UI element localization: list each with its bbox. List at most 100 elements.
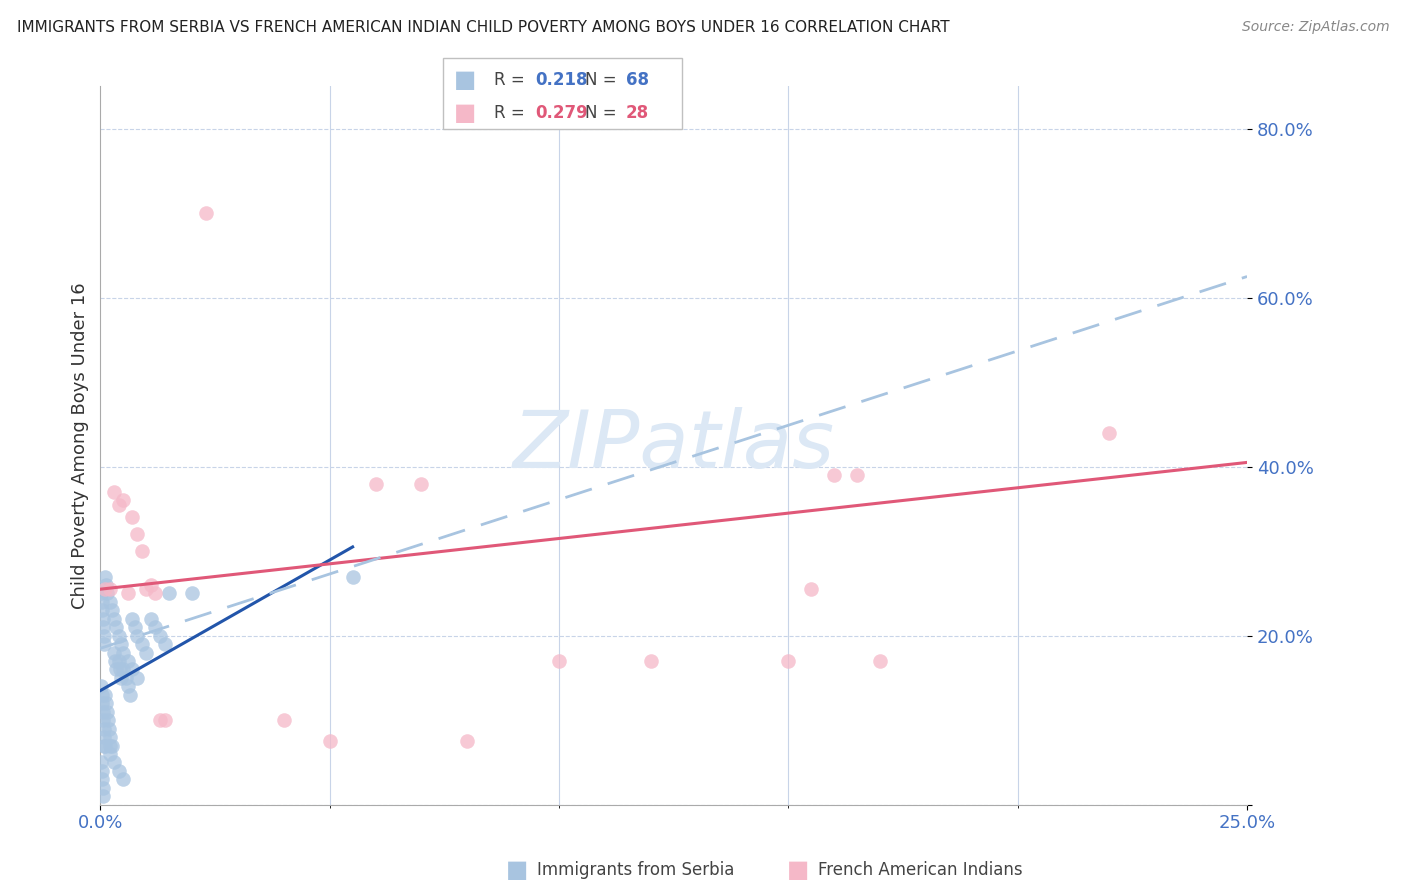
Point	[110, 637, 132, 651]
Point	[93, 730, 115, 744]
Point	[108, 663, 131, 677]
Point	[91, 780, 114, 795]
Point	[93, 722, 115, 736]
Point	[98, 730, 121, 744]
Point	[157, 586, 180, 600]
Point	[145, 620, 167, 634]
Point	[103, 756, 125, 770]
Point	[139, 578, 162, 592]
Point	[103, 612, 125, 626]
Point	[96, 705, 118, 719]
Point	[181, 586, 204, 600]
Point	[94, 688, 117, 702]
Point	[153, 713, 176, 727]
Text: 0.218: 0.218	[536, 71, 588, 89]
Point	[105, 620, 128, 634]
Text: R =: R =	[494, 104, 530, 122]
Point	[778, 654, 800, 668]
Point	[94, 739, 117, 753]
Y-axis label: Child Poverty Among Boys Under 16: Child Poverty Among Boys Under 16	[72, 282, 89, 609]
Point	[145, 586, 167, 600]
Point	[273, 713, 295, 727]
Point	[91, 713, 114, 727]
Point	[94, 696, 117, 710]
Point	[153, 637, 176, 651]
Text: N =: N =	[585, 104, 621, 122]
Point	[342, 569, 364, 583]
Text: Immigrants from Serbia: Immigrants from Serbia	[537, 861, 734, 879]
Point	[101, 739, 124, 753]
Point	[103, 646, 125, 660]
Point	[124, 620, 146, 634]
Point	[104, 654, 127, 668]
Text: ■: ■	[454, 69, 477, 92]
Point	[94, 578, 117, 592]
Point	[93, 739, 115, 753]
Point	[149, 713, 172, 727]
Text: French American Indians: French American Indians	[818, 861, 1024, 879]
Point	[103, 485, 125, 500]
Point	[121, 612, 143, 626]
Point	[93, 637, 115, 651]
Point	[117, 654, 139, 668]
Point	[91, 696, 114, 710]
Point	[90, 688, 112, 702]
Point	[131, 544, 153, 558]
Point	[112, 663, 135, 677]
Point	[100, 739, 122, 753]
Point	[121, 663, 143, 677]
Point	[96, 586, 118, 600]
Point	[112, 772, 135, 787]
Text: ZIPatlas: ZIPatlas	[513, 407, 835, 484]
Point	[91, 772, 114, 787]
Point	[91, 612, 114, 626]
Text: ■: ■	[454, 102, 477, 125]
Point	[548, 654, 571, 668]
Point	[364, 476, 387, 491]
Point	[90, 756, 112, 770]
Text: 28: 28	[626, 104, 648, 122]
Text: Source: ZipAtlas.com: Source: ZipAtlas.com	[1241, 20, 1389, 34]
Point	[125, 629, 148, 643]
Point	[120, 688, 142, 702]
Text: ■: ■	[787, 858, 810, 881]
Point	[98, 582, 121, 597]
Point	[149, 629, 172, 643]
Point	[90, 679, 112, 693]
Point	[125, 527, 148, 541]
Point	[112, 646, 135, 660]
Point	[318, 734, 340, 748]
Point	[107, 654, 129, 668]
Point	[107, 629, 129, 643]
Point	[114, 671, 136, 685]
Text: 0.279: 0.279	[536, 104, 589, 122]
Point	[91, 705, 114, 719]
Point	[112, 493, 135, 508]
Point	[125, 671, 148, 685]
Point	[139, 612, 162, 626]
Text: IMMIGRANTS FROM SERBIA VS FRENCH AMERICAN INDIAN CHILD POVERTY AMONG BOYS UNDER : IMMIGRANTS FROM SERBIA VS FRENCH AMERICA…	[17, 20, 949, 35]
Point	[91, 789, 114, 804]
Point	[91, 603, 114, 617]
Point	[1098, 425, 1121, 440]
Point	[869, 654, 891, 668]
Point	[94, 582, 117, 597]
Point	[823, 468, 845, 483]
Point	[90, 595, 112, 609]
Point	[107, 498, 129, 512]
Point	[117, 679, 139, 693]
Point	[97, 722, 120, 736]
Point	[98, 595, 121, 609]
Point	[93, 629, 115, 643]
Point	[411, 476, 433, 491]
Point	[117, 586, 139, 600]
Point	[640, 654, 662, 668]
Point	[846, 468, 869, 483]
Text: 68: 68	[626, 71, 648, 89]
Point	[90, 764, 112, 778]
Point	[121, 510, 143, 524]
Point	[131, 637, 153, 651]
Point	[800, 582, 823, 597]
Point	[105, 663, 128, 677]
Point	[97, 713, 120, 727]
